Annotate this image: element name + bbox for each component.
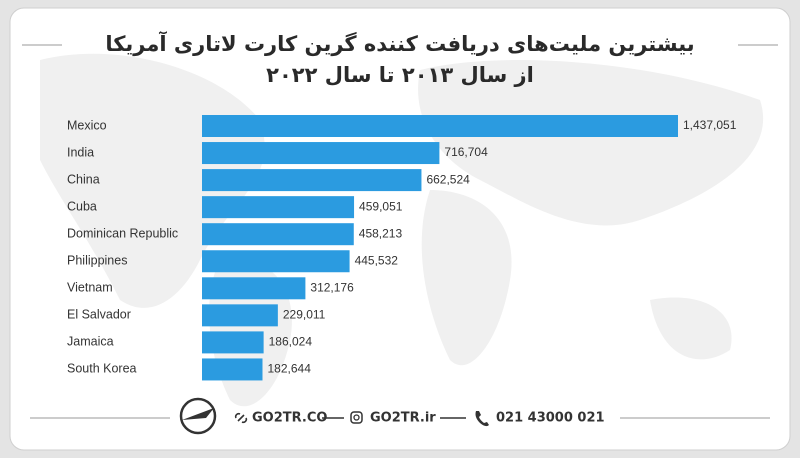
category-label: El Salvador <box>67 308 131 322</box>
value-label: 186,024 <box>269 335 313 349</box>
bar <box>202 331 264 354</box>
category-label: China <box>67 172 100 186</box>
bar <box>202 250 350 273</box>
bar <box>202 304 278 327</box>
instagram: GO2TR.ir <box>370 411 436 426</box>
category-label: Dominican Republic <box>67 226 178 240</box>
value-label: 1,437,051 <box>683 118 737 132</box>
bar <box>202 169 422 192</box>
chart-subtitle: از سال ۲۰۱۳ تا سال ۲۰۲۲ <box>266 63 534 87</box>
category-label: Philippines <box>67 254 127 268</box>
value-label: 312,176 <box>310 280 354 294</box>
category-label: Vietnam <box>67 281 113 295</box>
value-label: 458,213 <box>359 226 403 240</box>
category-label: South Korea <box>67 362 137 376</box>
plot: Mexico 1,437,051 India 716,704 China 662,524 C… <box>67 115 737 381</box>
phone: 021 43000 021 <box>496 411 605 426</box>
chart-title: بیشترین ملیت‌های دریافت کننده گرین کارت … <box>105 31 694 56</box>
category-label: India <box>67 145 94 159</box>
bar <box>202 115 678 137</box>
bar <box>202 142 440 165</box>
bar <box>202 358 263 381</box>
link-icon <box>234 412 248 424</box>
category-label: Jamaica <box>67 335 114 349</box>
value-label: 229,011 <box>283 308 326 322</box>
value-label: 445,532 <box>355 253 399 267</box>
instagram-icon <box>350 411 363 424</box>
value-label: 716,704 <box>444 145 488 159</box>
category-label: Mexico <box>67 118 107 132</box>
value-label: 459,051 <box>359 199 403 213</box>
bar <box>202 223 354 246</box>
website: GO2TR.CO <box>252 411 327 426</box>
instagram-icon-lens <box>353 414 360 421</box>
logo-plane <box>182 408 214 420</box>
logo <box>179 397 217 435</box>
value-label: 182,644 <box>267 362 311 376</box>
bar <box>202 196 355 219</box>
phone-icon <box>475 411 489 427</box>
bar <box>202 277 306 300</box>
category-label: Cuba <box>67 199 97 213</box>
value-label: 662,524 <box>426 172 470 186</box>
